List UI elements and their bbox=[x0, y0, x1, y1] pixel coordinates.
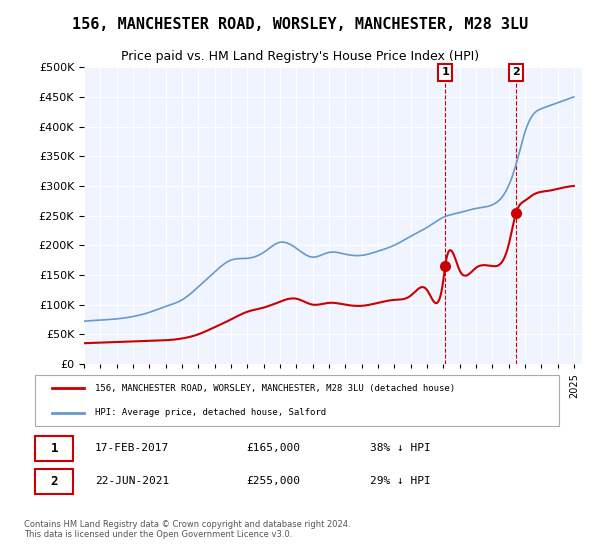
Text: Price paid vs. HM Land Registry's House Price Index (HPI): Price paid vs. HM Land Registry's House … bbox=[121, 50, 479, 63]
Text: £165,000: £165,000 bbox=[246, 444, 300, 454]
Text: 29% ↓ HPI: 29% ↓ HPI bbox=[370, 477, 431, 487]
Text: 2: 2 bbox=[512, 67, 520, 77]
Text: 22-JUN-2021: 22-JUN-2021 bbox=[95, 477, 169, 487]
Text: £255,000: £255,000 bbox=[246, 477, 300, 487]
Text: Contains HM Land Registry data © Crown copyright and database right 2024.
This d: Contains HM Land Registry data © Crown c… bbox=[23, 520, 350, 539]
Text: HPI: Average price, detached house, Salford: HPI: Average price, detached house, Salf… bbox=[95, 408, 326, 417]
FancyBboxPatch shape bbox=[35, 375, 559, 426]
Text: 2: 2 bbox=[50, 475, 58, 488]
FancyBboxPatch shape bbox=[35, 469, 73, 494]
Text: 156, MANCHESTER ROAD, WORSLEY, MANCHESTER, M28 3LU: 156, MANCHESTER ROAD, WORSLEY, MANCHESTE… bbox=[72, 17, 528, 32]
Text: 156, MANCHESTER ROAD, WORSLEY, MANCHESTER, M28 3LU (detached house): 156, MANCHESTER ROAD, WORSLEY, MANCHESTE… bbox=[95, 384, 455, 393]
Text: 38% ↓ HPI: 38% ↓ HPI bbox=[370, 444, 431, 454]
FancyBboxPatch shape bbox=[35, 436, 73, 461]
Text: 17-FEB-2017: 17-FEB-2017 bbox=[95, 444, 169, 454]
Text: 1: 1 bbox=[441, 67, 449, 77]
Text: 1: 1 bbox=[50, 442, 58, 455]
